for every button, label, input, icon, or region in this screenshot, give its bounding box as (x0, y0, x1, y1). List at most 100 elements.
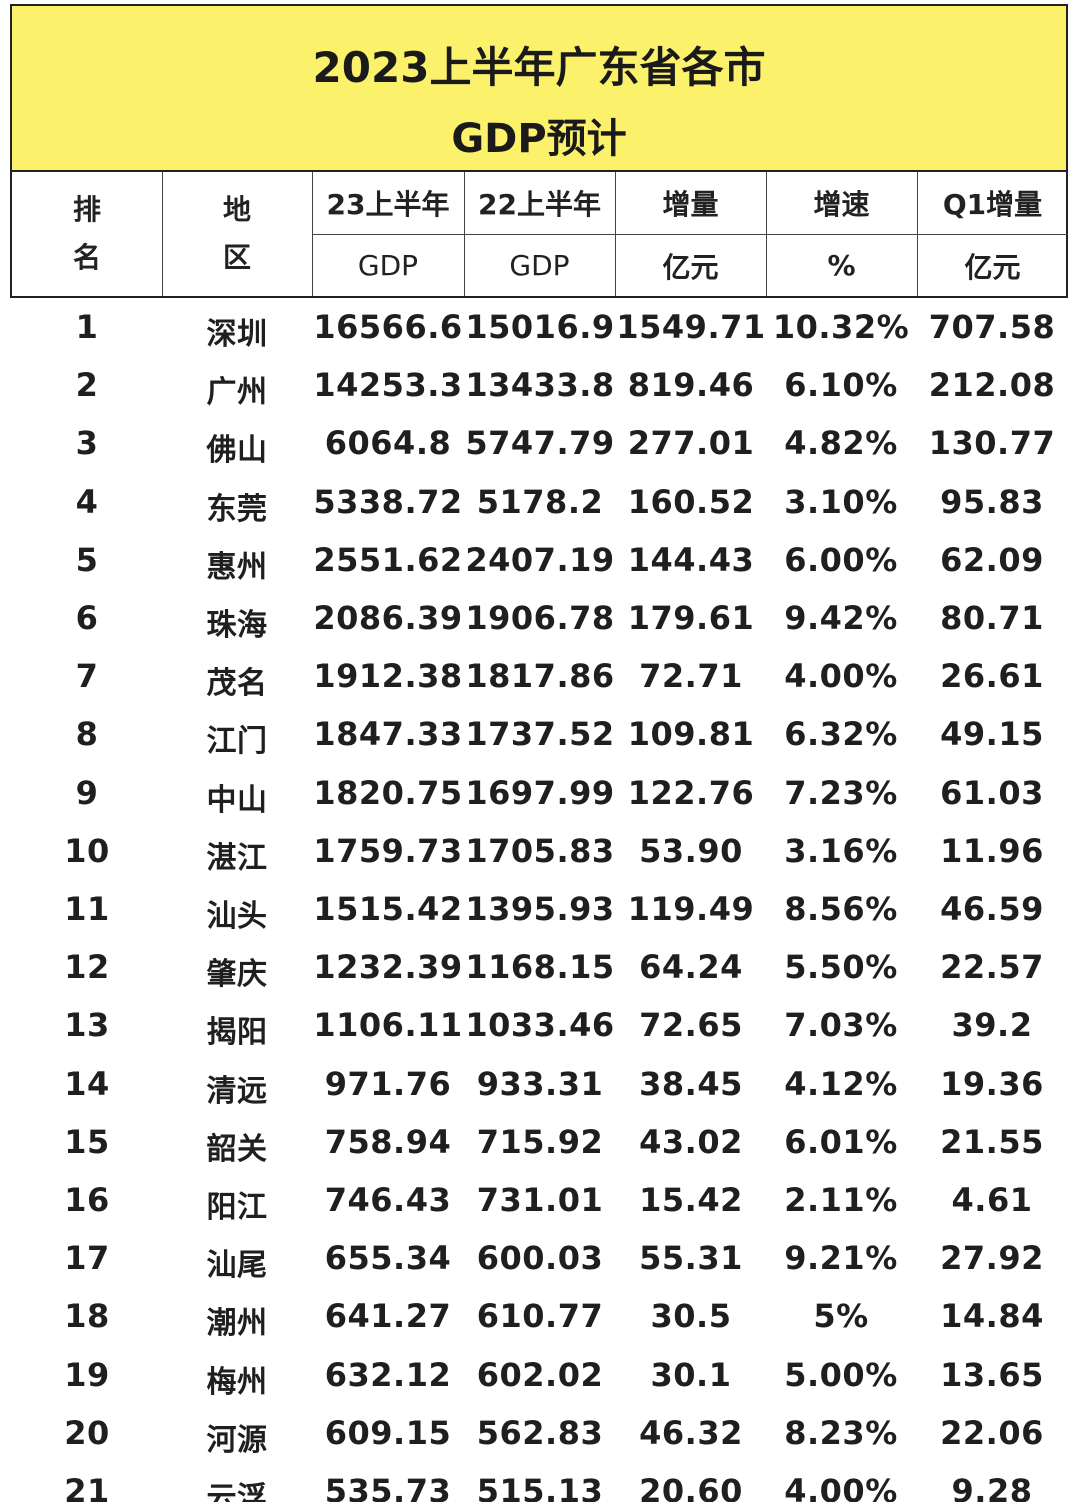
cell-rate: 3.10% (784, 482, 898, 521)
cell-gdp23: 632.12 (324, 1355, 452, 1394)
header-gdp23-bottom: GDP (357, 249, 419, 282)
table-row: 3 佛山 6064.8 5747.79 277.01 4.82% 130.77 (0, 414, 1080, 472)
cell-gdp23: 1106.11 (313, 1006, 463, 1045)
cell-region: 湛江 (206, 840, 268, 876)
cell-region: 惠州 (206, 549, 268, 585)
cell-gdp22: 13433.8 (465, 366, 615, 405)
cell-q1: 14.84 (940, 1297, 1044, 1336)
cell-rate: 3.16% (784, 831, 898, 870)
table-row: 13 揭阳 1106.11 1033.46 72.65 7.03% 39.2 (0, 996, 1080, 1054)
cell-region: 潮州 (206, 1306, 268, 1342)
cell-gdp22: 933.31 (476, 1064, 604, 1103)
cell-gdp23: 2551.62 (313, 540, 463, 579)
cell-gdp23: 746.43 (324, 1181, 452, 1219)
cell-increase: 1549.71 (616, 308, 766, 346)
cell-increase: 109.81 (627, 715, 755, 754)
cell-increase: 277.01 (627, 424, 755, 463)
table-row: 11 汕头 1515.42 1395.93 119.49 8.56% 46.59 (0, 880, 1080, 938)
cell-rate: 6.00% (784, 540, 898, 579)
cell-rank: 1 (75, 308, 99, 346)
cell-q1: 19.36 (940, 1064, 1044, 1103)
cell-increase: 55.31 (639, 1239, 743, 1278)
cell-rank: 15 (64, 1122, 110, 1161)
cell-rate: 4.82% (784, 424, 898, 463)
header-gdp22-top: 22上半年 (478, 188, 601, 221)
table-row: 1 深圳 16566.6 15016.9 1549.71 10.32% 707.58 (0, 298, 1080, 356)
cell-gdp22: 1906.78 (465, 599, 615, 637)
cell-rate: 5.50% (784, 948, 898, 987)
cell-region: 珠海 (206, 608, 268, 643)
cell-increase: 72.71 (639, 657, 743, 696)
cell-rate: 9.21% (784, 1239, 898, 1278)
cell-gdp23: 1847.33 (313, 715, 463, 754)
cell-q1: 9.28 (951, 1472, 1033, 1502)
cell-rank: 21 (64, 1472, 110, 1502)
cell-rank: 4 (75, 482, 99, 521)
cell-rate: 2.11% (784, 1181, 898, 1219)
cell-q1: 21.55 (940, 1122, 1044, 1161)
cell-region: 中山 (206, 782, 268, 818)
cell-gdp23: 641.27 (324, 1297, 452, 1336)
cell-increase: 20.60 (639, 1472, 743, 1502)
cell-rate: 5% (813, 1297, 869, 1336)
cell-increase: 72.65 (639, 1006, 743, 1045)
cell-increase: 160.52 (627, 482, 755, 521)
table-title-box: 2023上半年广东省各市 GDP预计 (10, 4, 1068, 172)
cell-region: 揭阳 (206, 1015, 268, 1051)
cell-region: 梅州 (206, 1364, 268, 1400)
cell-gdp22: 1395.93 (465, 890, 615, 928)
cell-rank: 16 (64, 1181, 110, 1219)
cell-increase: 53.90 (639, 831, 743, 870)
header-rate-bottom: % (827, 249, 856, 282)
cell-q1: 61.03 (940, 773, 1044, 812)
table-row: 5 惠州 2551.62 2407.19 144.43 6.00% 62.09 (0, 531, 1080, 589)
table-row: 19 梅州 632.12 602.02 30.1 5.00% 13.65 (0, 1346, 1080, 1404)
cell-gdp23: 535.73 (324, 1472, 452, 1502)
cell-region: 云浮 (206, 1481, 268, 1502)
cell-rate: 6.32% (784, 715, 898, 754)
cell-gdp23: 16566.6 (313, 308, 463, 346)
cell-region: 江门 (206, 724, 268, 760)
cell-rank: 3 (75, 424, 99, 463)
cell-gdp22: 731.01 (476, 1181, 604, 1219)
table-row: 2 广州 14253.3 13433.8 819.46 6.10% 212.08 (0, 356, 1080, 414)
cell-increase: 122.76 (627, 773, 755, 812)
cell-increase: 46.32 (639, 1413, 743, 1452)
cell-increase: 30.5 (650, 1297, 732, 1336)
cell-gdp22: 515.13 (476, 1472, 604, 1502)
cell-rank: 19 (64, 1355, 110, 1394)
table-row: 20 河源 609.15 562.83 46.32 8.23% 22.06 (0, 1404, 1080, 1462)
cell-gdp22: 600.03 (476, 1239, 604, 1278)
cell-rank: 13 (64, 1006, 110, 1045)
cell-gdp23: 1912.38 (313, 657, 463, 696)
cell-rate: 6.10% (784, 366, 898, 405)
cell-rate: 10.32% (772, 308, 910, 346)
cell-rate: 7.03% (784, 1006, 898, 1045)
cell-q1: 130.77 (928, 424, 1056, 463)
cell-q1: 212.08 (928, 366, 1056, 405)
cell-gdp22: 5178.2 (476, 482, 604, 521)
cell-rate: 4.12% (784, 1064, 898, 1103)
cell-increase: 119.49 (627, 890, 755, 928)
table-row: 10 湛江 1759.73 1705.83 53.90 3.16% 11.96 (0, 822, 1080, 880)
cell-q1: 27.92 (940, 1239, 1044, 1278)
cell-q1: 26.61 (940, 657, 1044, 696)
header-rate-top: 增速 (813, 188, 870, 221)
cell-q1: 95.83 (940, 482, 1044, 521)
cell-gdp23: 2086.39 (313, 599, 463, 637)
header-gdp22-bottom: GDP (509, 249, 570, 282)
header-mid-divider (312, 234, 1068, 235)
cell-increase: 819.46 (627, 366, 755, 405)
header-rank-line2: 名 (72, 241, 101, 274)
header-q1-top: Q1增量 (942, 188, 1043, 221)
cell-q1: 62.09 (940, 540, 1044, 579)
cell-gdp23: 6064.8 (324, 424, 452, 463)
header-region-line1: 地 (222, 193, 251, 226)
cell-increase: 15.42 (639, 1181, 743, 1219)
cell-region: 汕头 (206, 899, 268, 934)
table-header: 排 名 地 区 23上半年 GDP 22上半年 GDP 增量 亿元 增速 % Q… (10, 172, 1068, 298)
cell-rate: 5.00% (784, 1355, 898, 1394)
header-rank: 排 名 (12, 172, 162, 296)
cell-rank: 5 (75, 540, 99, 579)
cell-q1: 46.59 (940, 890, 1044, 928)
